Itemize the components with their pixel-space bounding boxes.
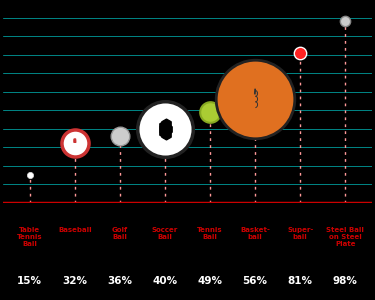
Point: [117, 134, 123, 139]
Text: 36%: 36%: [107, 276, 132, 286]
Point: [162, 126, 168, 131]
Point: [342, 19, 348, 24]
Point: [162, 131, 168, 136]
Text: 56%: 56%: [243, 276, 268, 286]
Point: [297, 50, 303, 55]
Point: [162, 121, 168, 126]
Text: 15%: 15%: [17, 276, 42, 286]
Point: [164, 126, 170, 131]
Point: [72, 141, 78, 146]
Text: 98%: 98%: [333, 276, 358, 286]
Point: [160, 123, 166, 128]
Point: [162, 126, 168, 131]
Text: 49%: 49%: [198, 276, 222, 286]
Point: [160, 129, 166, 134]
Text: 40%: 40%: [152, 276, 177, 286]
Point: [27, 172, 33, 177]
Text: 81%: 81%: [288, 276, 313, 286]
Point: [207, 110, 213, 114]
Text: 32%: 32%: [62, 276, 87, 286]
Point: [252, 97, 258, 101]
